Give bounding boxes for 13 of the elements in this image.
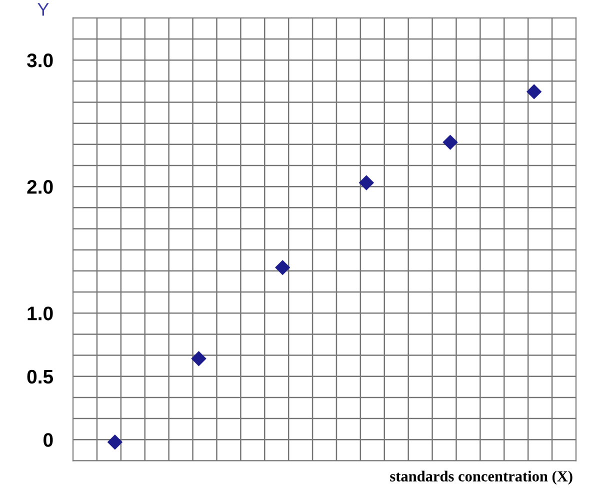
y-tick-label: 2.0 — [27, 180, 53, 194]
y-tick-label: 3.0 — [26, 54, 53, 68]
y-tick-label: 1.0 — [28, 306, 53, 320]
y-axis-title: Y — [38, 3, 49, 16]
y-tick-label: 0.5 — [27, 370, 54, 384]
point — [526, 84, 542, 100]
point — [191, 351, 206, 366]
x-axis-title: standards concentration (X) — [390, 470, 572, 485]
point — [358, 175, 374, 190]
point — [442, 134, 458, 150]
point — [107, 434, 123, 450]
y-tick-label: 0 — [44, 433, 53, 447]
point — [274, 260, 290, 276]
